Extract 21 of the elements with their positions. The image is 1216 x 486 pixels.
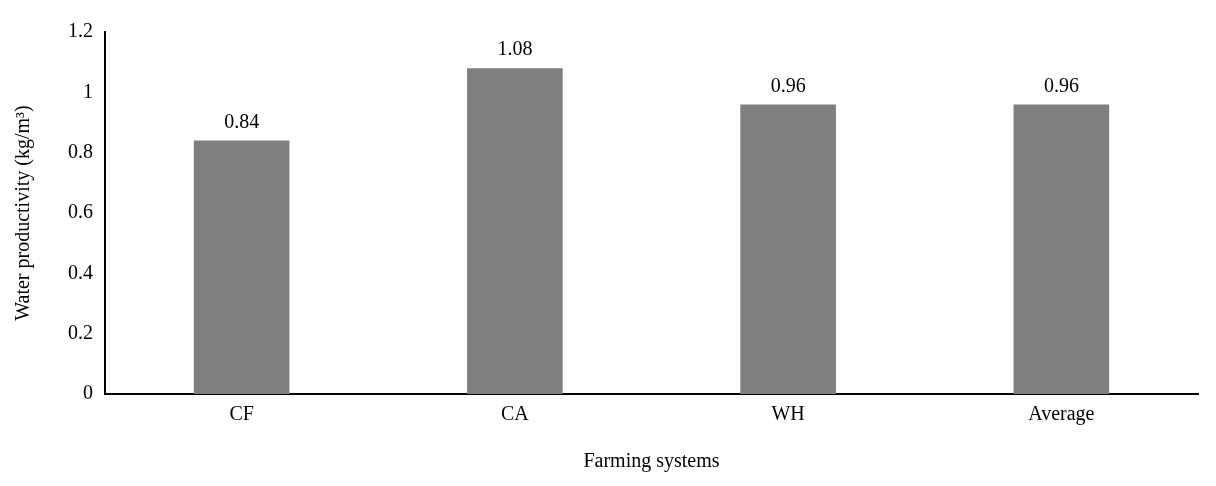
bar bbox=[467, 68, 563, 394]
bar bbox=[193, 140, 290, 394]
data-label: 1.08 bbox=[497, 37, 533, 60]
bar bbox=[740, 104, 836, 394]
y-tick-label: 0 bbox=[83, 381, 93, 404]
x-tick-label: CF bbox=[229, 402, 254, 425]
y-tick-label: 0.4 bbox=[68, 260, 93, 283]
x-axis-title: Farming systems bbox=[583, 449, 720, 473]
data-label: 0.96 bbox=[770, 73, 806, 96]
x-tick-label: WH bbox=[771, 402, 805, 425]
x-tick-label: CA bbox=[500, 402, 530, 425]
y-tick-label: 0.8 bbox=[68, 139, 93, 162]
y-tick-label: 0.6 bbox=[68, 200, 93, 223]
data-label: 0.84 bbox=[224, 109, 260, 132]
y-tick-label: 0.2 bbox=[68, 320, 93, 343]
y-axis-title: Water productivity (kg/m³) bbox=[11, 105, 35, 321]
y-tick-label: 1 bbox=[83, 79, 93, 102]
data-label: 0.96 bbox=[1043, 73, 1079, 96]
x-tick-label: Average bbox=[1028, 402, 1095, 426]
y-tick-label: 1.2 bbox=[68, 19, 93, 42]
bar bbox=[1013, 104, 1110, 394]
